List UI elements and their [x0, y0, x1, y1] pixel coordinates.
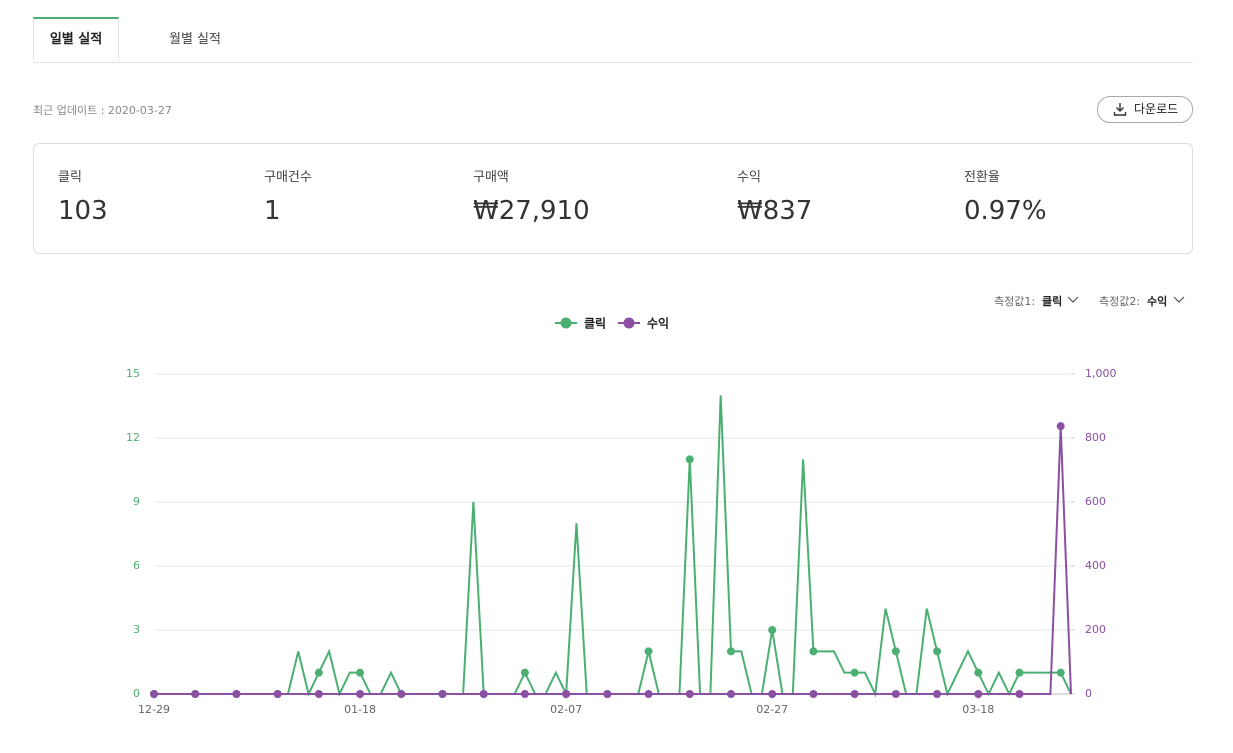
- x-tick-label: 01-18: [344, 703, 376, 716]
- tab-divider: [33, 62, 1193, 63]
- point: [191, 690, 200, 698]
- y-tick-label: 0: [133, 687, 140, 700]
- point: [891, 647, 900, 656]
- point: [273, 690, 282, 698]
- point: [520, 690, 529, 698]
- point: [726, 690, 735, 698]
- x-tick-label: 03-18: [962, 703, 994, 716]
- y-tick-label: 9: [133, 495, 140, 508]
- legend-label: 수익: [647, 317, 669, 331]
- y2-tick-label: 800: [1085, 431, 1106, 444]
- point: [479, 690, 488, 698]
- summary-value: ₩27,910: [473, 196, 590, 226]
- tab[interactable]: 월별 실적: [169, 32, 221, 47]
- point: [1015, 690, 1024, 698]
- y-tick-label: 3: [133, 623, 140, 636]
- point: [1056, 668, 1065, 677]
- x-tick-label: 02-27: [756, 703, 788, 716]
- point: [768, 626, 777, 634]
- summary-label: 구매액: [473, 170, 509, 185]
- summary-label: 전환율: [964, 170, 1000, 185]
- summary-value: 103: [58, 196, 108, 226]
- tab[interactable]: 일별 실적: [33, 17, 119, 61]
- x-tick-label: 02-07: [550, 703, 582, 716]
- point: [356, 668, 365, 677]
- series-line: [154, 426, 1072, 695]
- point: [974, 690, 983, 698]
- measure-value[interactable]: 수익: [1147, 295, 1168, 308]
- download-label: 다운로드: [1134, 102, 1179, 116]
- point: [314, 668, 323, 677]
- point: [974, 668, 983, 677]
- point: [1056, 422, 1065, 431]
- summary-value: 1: [264, 196, 281, 226]
- legend-label: 클릭: [584, 317, 606, 331]
- point: [397, 690, 406, 698]
- y2-tick-label: 1,000: [1085, 367, 1117, 380]
- point: [562, 690, 571, 698]
- point: [768, 690, 777, 698]
- point: [644, 647, 653, 656]
- y2-tick-label: 600: [1085, 495, 1106, 508]
- summary-label: 수익: [737, 170, 761, 185]
- point: [520, 668, 529, 677]
- point: [685, 690, 694, 698]
- point: [850, 690, 859, 698]
- y-tick-label: 6: [133, 559, 140, 572]
- summary-label: 구매건수: [264, 170, 312, 185]
- point: [891, 690, 900, 698]
- point: [726, 647, 735, 656]
- point: [933, 690, 942, 698]
- point: [685, 455, 694, 464]
- point: [850, 668, 859, 677]
- point: [356, 690, 365, 698]
- legend-dot: [623, 317, 635, 329]
- point: [314, 690, 323, 698]
- y2-tick-label: 400: [1085, 559, 1106, 572]
- y-tick-label: 15: [126, 367, 140, 380]
- point: [438, 690, 447, 698]
- measure-label: 측정값2:: [1099, 295, 1141, 308]
- point: [809, 690, 818, 698]
- point: [1015, 668, 1024, 677]
- summary-value: ₩837: [737, 196, 813, 226]
- summary-value: 0.97%: [964, 196, 1047, 226]
- summary-label: 클릭: [58, 170, 82, 185]
- x-tick-label: 12-29: [138, 703, 170, 716]
- point: [809, 647, 818, 656]
- point: [644, 690, 653, 698]
- point: [150, 690, 158, 698]
- measure-label: 측정값1:: [994, 295, 1036, 308]
- point: [933, 647, 942, 656]
- download-button[interactable]: 다운로드: [1097, 96, 1193, 123]
- y-tick-label: 12: [126, 431, 140, 444]
- series-line: [154, 395, 1072, 698]
- summary-box: [33, 143, 1193, 254]
- measure-value[interactable]: 클릭: [1042, 295, 1063, 308]
- dropdown-chevron: [1067, 296, 1185, 303]
- point: [603, 690, 612, 698]
- y2-tick-label: 200: [1085, 623, 1106, 636]
- y2-tick-label: 0: [1085, 687, 1092, 700]
- download-icon: [1113, 103, 1127, 116]
- update-date: 최근 업데이트 : 2020-03-27: [33, 104, 172, 117]
- legend-dot: [560, 317, 572, 329]
- point: [232, 690, 241, 698]
